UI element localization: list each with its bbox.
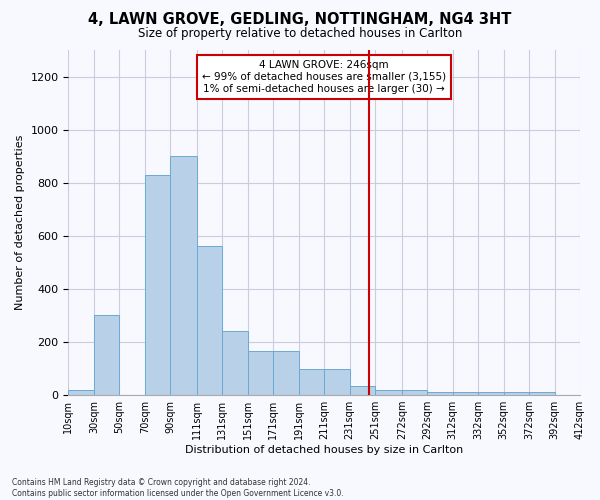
Bar <box>94 316 119 395</box>
Bar <box>145 175 170 395</box>
Y-axis label: Number of detached properties: Number of detached properties <box>15 135 25 310</box>
Bar <box>170 156 197 395</box>
Bar <box>68 390 94 395</box>
Bar <box>478 392 503 395</box>
Text: Contains HM Land Registry data © Crown copyright and database right 2024.
Contai: Contains HM Land Registry data © Crown c… <box>12 478 344 498</box>
Bar <box>197 246 223 395</box>
X-axis label: Distribution of detached houses by size in Carlton: Distribution of detached houses by size … <box>185 445 463 455</box>
Bar <box>503 392 529 395</box>
Bar <box>453 392 478 395</box>
Bar <box>299 368 324 395</box>
Bar <box>529 392 554 395</box>
Bar <box>350 386 375 395</box>
Text: 4 LAWN GROVE: 246sqm
← 99% of detached houses are smaller (3,155)
1% of semi-det: 4 LAWN GROVE: 246sqm ← 99% of detached h… <box>202 60 446 94</box>
Bar <box>248 352 273 395</box>
Bar <box>427 392 453 395</box>
Bar <box>402 390 427 395</box>
Text: 4, LAWN GROVE, GEDLING, NOTTINGHAM, NG4 3HT: 4, LAWN GROVE, GEDLING, NOTTINGHAM, NG4 … <box>88 12 512 28</box>
Bar <box>223 332 248 395</box>
Bar <box>375 390 402 395</box>
Bar <box>324 368 350 395</box>
Bar <box>273 352 299 395</box>
Text: Size of property relative to detached houses in Carlton: Size of property relative to detached ho… <box>138 28 462 40</box>
